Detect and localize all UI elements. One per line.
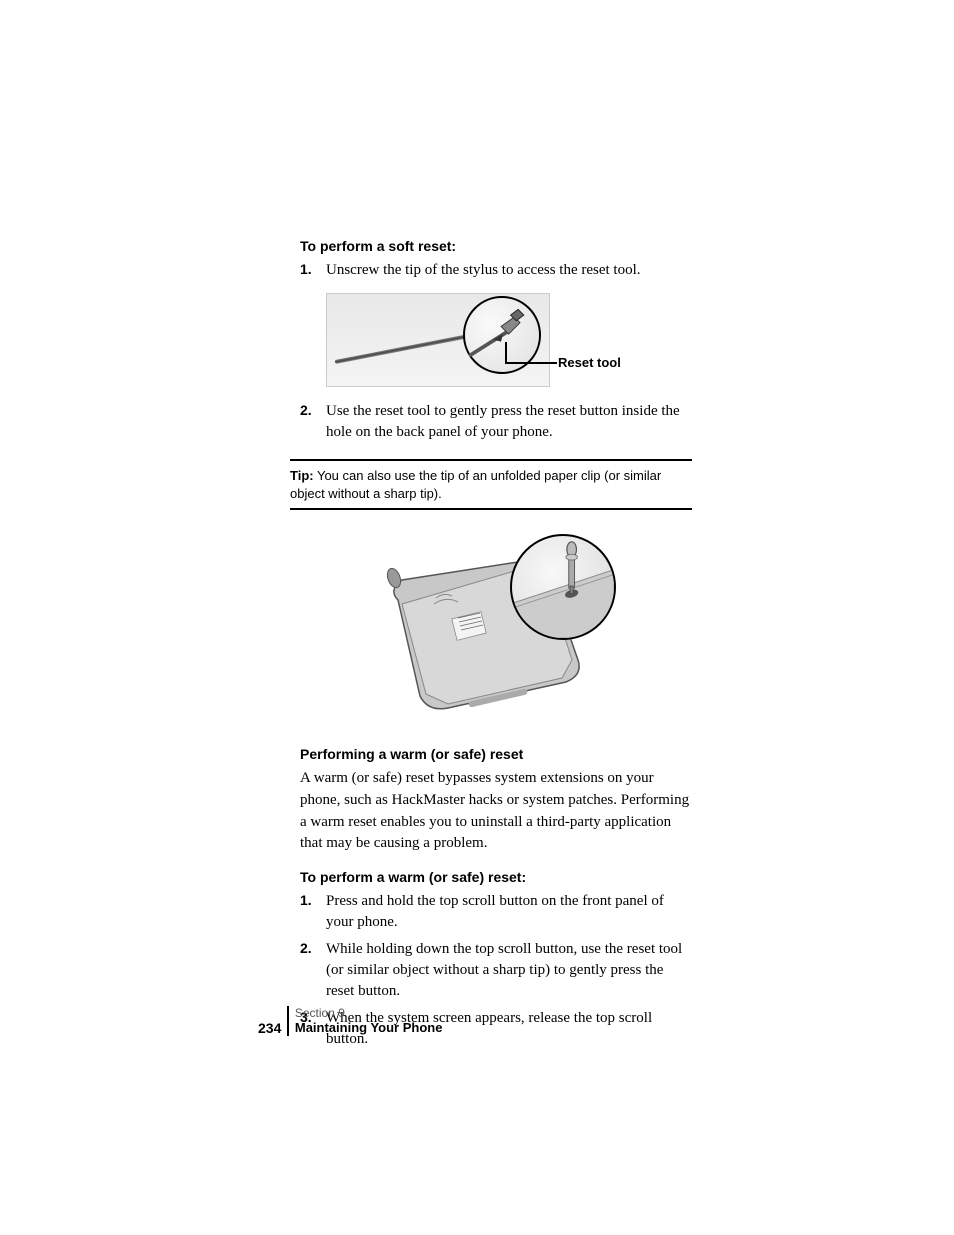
list-item: 1. Unscrew the tip of the stylus to acce… xyxy=(300,260,692,281)
list-item: 1. Press and hold the top scroll button … xyxy=(300,891,692,933)
page-content: To perform a soft reset: 1. Unscrew the … xyxy=(300,238,692,1062)
step-text: Press and hold the top scroll button on … xyxy=(326,891,692,933)
reset-hole-icon xyxy=(512,536,614,638)
figure-phone xyxy=(366,534,626,718)
step-text: Unscrew the tip of the stylus to access … xyxy=(326,260,692,281)
page-number: 234 xyxy=(258,1020,287,1036)
list-item: 2. Use the reset tool to gently press th… xyxy=(300,401,692,443)
callout-line xyxy=(505,342,507,364)
footer-text-block: Section 9 Maintaining Your Phone xyxy=(295,1007,443,1036)
warm-reset-steps-heading: To perform a warm (or safe) reset: xyxy=(300,869,692,885)
tip-label: Tip: xyxy=(290,468,314,483)
step-number: 2. xyxy=(300,939,326,1002)
zoom-circle xyxy=(510,534,616,640)
tip-callout: Tip: You can also use the tip of an unfo… xyxy=(290,459,692,510)
footer-divider xyxy=(287,1006,289,1036)
figure-stylus: Reset tool xyxy=(326,293,646,387)
step-text: While holding down the top scroll button… xyxy=(326,939,692,1002)
warm-reset-paragraph: A warm (or safe) reset bypasses system e… xyxy=(300,768,692,855)
figure-label: Reset tool xyxy=(558,355,621,370)
step-number: 1. xyxy=(300,260,326,281)
soft-reset-step-list: 1. Unscrew the tip of the stylus to acce… xyxy=(300,260,692,281)
chapter-title: Maintaining Your Phone xyxy=(295,1021,443,1036)
step-number: 2. xyxy=(300,401,326,443)
page-footer: 234 Section 9 Maintaining Your Phone xyxy=(258,1006,442,1036)
step-number: 1. xyxy=(300,891,326,933)
section-label: Section 9 xyxy=(295,1007,443,1021)
soft-reset-heading: To perform a soft reset: xyxy=(300,238,692,254)
warm-reset-title: Performing a warm (or safe) reset xyxy=(300,746,692,762)
soft-reset-step-list-2: 2. Use the reset tool to gently press th… xyxy=(300,401,692,443)
callout-line xyxy=(507,362,557,364)
stylus-tip-icon xyxy=(465,298,539,372)
figure-background xyxy=(326,293,550,387)
list-item: 2. While holding down the top scroll but… xyxy=(300,939,692,1002)
tip-text: You can also use the tip of an unfolded … xyxy=(290,468,661,501)
step-text: Use the reset tool to gently press the r… xyxy=(326,401,692,443)
